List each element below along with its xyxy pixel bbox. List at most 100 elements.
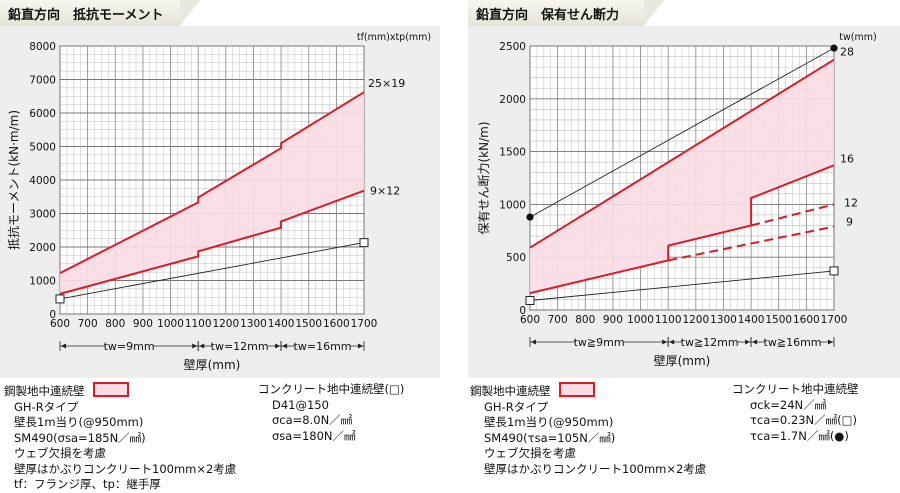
left-y-tick-label: 8000 [29, 41, 56, 53]
right-y-tick-label: 2500 [499, 41, 526, 53]
right-x-tick-label: 900 [603, 314, 623, 326]
right-steel-swatch [558, 382, 595, 397]
left-y-tick-label: 4000 [29, 175, 56, 187]
left-x-axis-label: 壁厚(mm) [184, 357, 241, 372]
left-chart-tab-title: 鉛直方向 抵抗モーメント [8, 7, 164, 23]
right-concrete-line: τca=0.23N／㎟(□) [750, 413, 857, 427]
left-concrete-legend: コンクリート地中連続壁(□) D41@150 σca=8.0N／㎟ σsa=18… [258, 382, 404, 444]
right-steel-title: 鋼製地中連続壁 [470, 384, 551, 398]
right-series-line [529, 58, 835, 249]
left-steel-line: ウェブ欠損を考慮 [14, 446, 106, 460]
right-range-arrow [669, 339, 675, 345]
left-steel-line: 壁長1m当り(@950mm) [14, 415, 144, 429]
right-series-label: 28 [840, 46, 854, 59]
right-y-tick-label: 1500 [499, 147, 526, 159]
left-steel-swatch [92, 382, 129, 397]
left-concrete-title: コンクリート地中連続壁(□) [258, 382, 405, 396]
left-unit-label: tf(mm)xtp(mm) [357, 32, 431, 43]
right-marker-square [525, 295, 535, 305]
left-range-arrow [282, 343, 288, 349]
right-x-tick-label: 1500 [765, 314, 792, 326]
left-series-line [59, 189, 365, 295]
right-band-fill [530, 59, 834, 294]
right-unit-label: tw(mm) [839, 32, 876, 43]
right-series-label: 16 [840, 152, 854, 165]
left-steel-line: GH-Rタイプ [14, 399, 79, 414]
right-concrete-line: σck=24N／㎟ [750, 397, 827, 412]
left-range-arrow [358, 343, 363, 349]
left-range-label-bg [212, 339, 268, 353]
right-series-label: 12 [844, 196, 858, 209]
left-concrete-line: σca=8.0N／㎟ [272, 413, 353, 427]
left-x-tick-label: 1100 [185, 318, 212, 330]
left-range-label: tw=9mm [104, 340, 155, 353]
left-x-tick-label: 800 [105, 318, 125, 330]
left-legend: 鋼製地中連続壁 GH-Rタイプ 壁長1m当り(@950mm) SM490(σsa… [4, 382, 236, 493]
left-series-line [59, 242, 365, 300]
right-x-tick-label: 1100 [655, 314, 682, 326]
right-y-tick-label: 500 [506, 252, 526, 264]
left-band-fill [60, 92, 364, 294]
right-marker-dot [526, 213, 534, 221]
right-x-tick-label: 1200 [682, 314, 709, 326]
left-y-tick-label: 0 [49, 309, 56, 321]
left-range-arrow [275, 343, 281, 349]
left-y-tick-label: 2000 [29, 242, 56, 254]
right-range-label-bg [682, 335, 738, 349]
left-range-arrow [199, 343, 205, 349]
right-x-tick-label: 800 [575, 314, 595, 326]
right-chart-tab: 鉛直方向 保有せん断力 [468, 0, 664, 27]
right-series-line [750, 203, 835, 227]
left-concrete-line: D41@150 [272, 397, 329, 412]
left-marker-square [55, 294, 65, 304]
right-chart-tab-title: 鉛直方向 保有せん断力 [476, 7, 620, 23]
left-series-line [59, 91, 365, 274]
right-legend: 鋼製地中連続壁 GH-Rタイプ 壁長1m当り(@950mm) SM490(τsa… [470, 382, 706, 477]
left-chart-svg: 600 700 800 900 1000 1100 1200 1300 1400 1500 1600… [6, 32, 431, 372]
right-chart-panel: 600 700 800 900 1000 1100 1200 1300 1400 1500 1600… [468, 26, 900, 378]
right-marker-square [829, 266, 839, 276]
right-steel-line: 壁長1m当り(@950mm) [484, 415, 614, 429]
left-range-arrow [61, 343, 66, 349]
left-y-tick-label: 5000 [29, 142, 56, 154]
left-x-tick-label: 1600 [323, 318, 350, 330]
left-x-tick-label: 1500 [295, 318, 322, 330]
right-steel-line: 壁厚はかぶりコンクリート100mm×2考慮 [484, 461, 707, 476]
right-x-tick-label: 1700 [821, 314, 848, 326]
left-steel-line: SM490(σsa=185N／㎟) [14, 430, 146, 445]
right-concrete-legend: コンクリート地中連続壁 σck=24N／㎟ τca=0.23N／㎟(□) τca… [732, 382, 859, 444]
right-y-tick-label: 0 [519, 305, 526, 317]
right-steel-line: ウェブ欠損を考慮 [484, 446, 576, 460]
right-x-tick-label: 1400 [738, 314, 765, 326]
left-x-tick-label: 600 [50, 318, 70, 330]
left-steel-title: 鋼製地中連続壁 [4, 384, 85, 398]
right-series-line [529, 270, 835, 301]
right-x-tick-label: 1300 [710, 314, 737, 326]
right-range-arrow [745, 339, 751, 345]
left-marker-square [359, 238, 369, 248]
left-steel-line: 壁厚はかぶりコンクリート100mm×2考慮 [14, 461, 237, 476]
left-chart-panel: 600 700 800 900 1000 1100 1200 1300 1400 1500 1600… [0, 26, 440, 378]
right-series-line [668, 225, 835, 262]
right-series-label: 9 [846, 216, 853, 229]
right-x-tick-label: 700 [548, 314, 568, 326]
right-range-label-bg [575, 335, 624, 349]
right-x-tick-label: 1000 [627, 314, 654, 326]
right-range-label: tw≧16mm [764, 336, 822, 349]
left-x-tick-label: 1400 [268, 318, 295, 330]
left-x-tick-label: 1300 [240, 318, 267, 330]
left-x-tick-label: 1700 [351, 318, 378, 330]
left-chart-tab: 鉛直方向 抵抗モーメント [0, 0, 200, 27]
left-range-arrow [192, 343, 198, 349]
left-y-tick-label: 3000 [29, 209, 56, 221]
left-range-label-bg [295, 339, 351, 353]
left-y-tick-label: 7000 [29, 75, 56, 87]
right-range-arrow [752, 339, 758, 345]
right-x-tick-label: 1600 [793, 314, 820, 326]
right-series-line [529, 47, 835, 218]
left-range-label: tw=16mm [294, 340, 352, 353]
left-range-label: tw=12mm [211, 340, 269, 353]
right-y-tick-label: 2000 [499, 94, 526, 106]
right-range-label-bg [765, 335, 821, 349]
right-range-arrow [662, 339, 668, 345]
